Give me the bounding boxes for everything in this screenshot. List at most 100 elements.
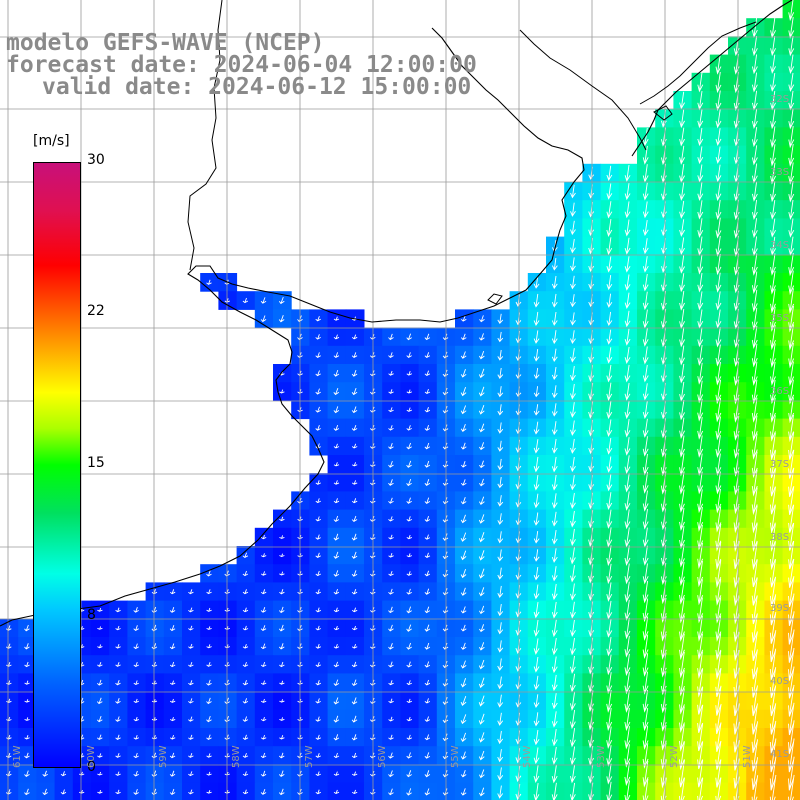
wind-arrow xyxy=(770,306,776,332)
wind-arrow xyxy=(406,680,412,686)
coastline-brazil xyxy=(631,0,793,157)
wind-arrow xyxy=(624,328,631,346)
wind-arrow xyxy=(478,677,485,689)
wind-arrow xyxy=(606,726,613,750)
wind-arrow xyxy=(406,606,412,614)
wind-arrow xyxy=(551,421,558,436)
wind-arrow xyxy=(24,680,30,685)
wind-arrow xyxy=(60,771,67,777)
wind-arrow xyxy=(715,578,722,606)
wind-arrow xyxy=(679,706,685,734)
wind-arrow xyxy=(115,789,121,795)
wind-arrow xyxy=(642,436,649,457)
wind-arrow xyxy=(388,680,394,686)
wind-arrow xyxy=(715,235,722,257)
wind-arrow xyxy=(533,549,540,562)
wind-arrow xyxy=(751,199,758,220)
lat-label: 33S xyxy=(770,167,790,178)
wind-arrow xyxy=(479,787,485,797)
wind-arrow xyxy=(333,734,340,741)
wind-arrow xyxy=(206,626,212,630)
wind-arrow xyxy=(624,545,631,566)
wind-arrow xyxy=(24,788,30,796)
wind-arrow xyxy=(769,450,776,478)
wind-arrow xyxy=(279,661,285,668)
wind-arrow xyxy=(533,276,540,289)
wind-arrow xyxy=(133,680,139,686)
wind-arrow xyxy=(260,607,267,613)
wind-arrow xyxy=(497,604,504,617)
wind-arrow xyxy=(606,364,613,383)
wind-arrow xyxy=(260,680,267,685)
wind-arrow xyxy=(497,458,504,471)
wind-arrow xyxy=(606,474,613,492)
wind-arrow xyxy=(570,383,576,400)
wind-arrow xyxy=(715,541,722,571)
wind-arrow xyxy=(642,634,649,660)
wind-arrow xyxy=(678,724,685,752)
wind-arrow xyxy=(206,753,212,758)
wind-arrow xyxy=(206,662,212,667)
wind-arrow xyxy=(769,738,777,773)
wind-arrow xyxy=(769,667,777,698)
wind-arrow xyxy=(624,292,631,309)
wind-arrow xyxy=(642,201,649,219)
wind-arrow xyxy=(24,770,30,777)
wind-arrow xyxy=(624,437,631,456)
wind-arrow xyxy=(751,108,758,129)
wind-arrow xyxy=(715,217,722,239)
wind-arrow xyxy=(788,288,795,314)
wind-arrow xyxy=(606,165,613,182)
wind-arrow xyxy=(715,128,722,146)
wind-arrow xyxy=(333,406,340,414)
wind-arrow xyxy=(751,415,758,442)
wind-arrow xyxy=(242,570,249,577)
wind-arrow xyxy=(606,201,613,219)
wind-arrow xyxy=(460,386,467,397)
wind-arrow xyxy=(570,348,576,363)
wind-arrow xyxy=(679,471,685,495)
wind-arrow xyxy=(115,698,121,704)
wind-arrow xyxy=(751,613,758,643)
wind-arrow xyxy=(460,642,467,650)
wind-arrow xyxy=(569,764,576,784)
wind-arrow xyxy=(679,526,685,550)
wind-arrow xyxy=(533,421,540,435)
wind-arrow xyxy=(769,523,776,552)
wind-arrow xyxy=(424,552,431,558)
wind-arrow xyxy=(570,366,576,382)
wind-arrow xyxy=(206,679,212,686)
wind-arrow xyxy=(551,619,558,638)
wind-arrow xyxy=(679,145,685,165)
wind-arrow xyxy=(697,109,704,129)
wind-arrow xyxy=(388,698,394,704)
wind-arrow xyxy=(351,752,358,759)
wind-arrow xyxy=(769,559,776,588)
wind-arrow xyxy=(460,442,467,450)
wind-arrow xyxy=(533,675,540,691)
wind-arrow xyxy=(424,734,431,741)
wind-arrow xyxy=(606,582,613,602)
wind-arrow xyxy=(751,721,759,754)
wind-arrow xyxy=(460,333,467,341)
wind-arrow xyxy=(715,146,722,164)
wind-arrow xyxy=(333,771,340,776)
wind-arrow xyxy=(551,566,558,582)
wind-arrow xyxy=(315,570,322,577)
wind-arrow xyxy=(388,497,394,504)
wind-arrow xyxy=(169,661,176,668)
wind-arrow xyxy=(624,599,631,621)
wind-arrow xyxy=(769,486,776,515)
wind-arrow xyxy=(697,182,704,201)
wind-arrow xyxy=(115,662,121,667)
wind-arrow xyxy=(751,36,758,57)
wind-arrow xyxy=(460,569,467,579)
wind-arrow xyxy=(679,109,685,129)
wind-arrow xyxy=(715,253,722,276)
wind-arrow xyxy=(551,493,558,509)
wind-arrow xyxy=(279,717,285,721)
wind-arrow xyxy=(642,472,649,494)
wind-arrow xyxy=(533,475,540,491)
wind-arrow xyxy=(769,612,777,644)
wind-arrow xyxy=(678,741,685,771)
